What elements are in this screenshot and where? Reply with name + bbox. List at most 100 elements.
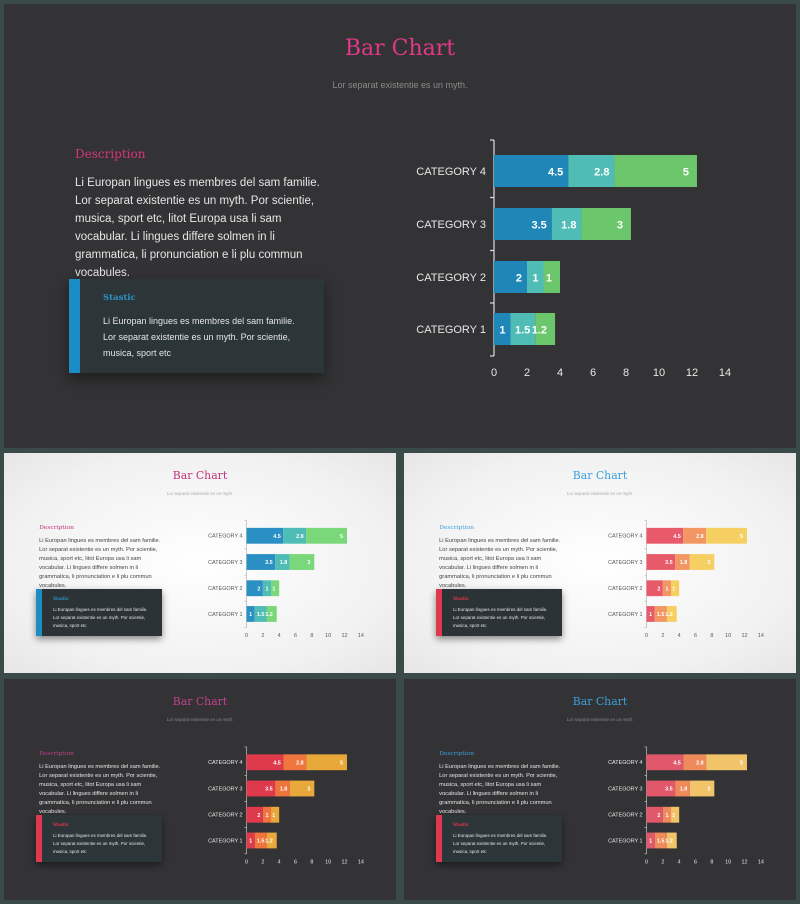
bar-segment — [543, 261, 560, 293]
statistic-accent-bar — [36, 589, 42, 636]
statistic-title: Stastic — [452, 596, 470, 602]
bar-segment — [654, 606, 667, 622]
slide-main: Bar Chart Lor separat existentie es un my… — [4, 4, 796, 448]
bar-value-label: 1.5 — [657, 839, 665, 845]
bar-segment — [535, 313, 556, 345]
x-tick-label: 12 — [686, 367, 698, 379]
bar-segment — [246, 580, 263, 597]
bar-value-label: 1.8 — [561, 220, 576, 232]
bar-value-label: 4.5 — [673, 534, 681, 540]
x-tick-label: 6 — [590, 367, 596, 379]
bar-segment — [662, 580, 672, 597]
bar-value-label: 5 — [740, 761, 743, 767]
bar-segment — [662, 806, 672, 823]
x-tick-label: 0 — [245, 633, 248, 639]
bar-segment — [671, 806, 680, 823]
statistic-box: Stastic Li Europan lingues es membres del… — [36, 589, 163, 636]
x-tick-label: 10 — [725, 860, 731, 866]
bar-segment — [289, 780, 315, 797]
bar-segment — [266, 606, 277, 622]
description-text: Li Europan lingues es membres del sam fa… — [39, 538, 161, 589]
bar-value-label: 1 — [672, 813, 675, 819]
bar-value-label: 3.5 — [665, 787, 673, 793]
x-tick-label: 2 — [261, 633, 264, 639]
x-tick-label: 8 — [710, 633, 713, 639]
category-label: CATEGORY 4 — [208, 534, 242, 540]
bar-value-label: 1.8 — [280, 560, 288, 566]
bar-segment — [275, 780, 290, 797]
category-label: CATEGORY 4 — [416, 166, 486, 178]
bar-value-label: 3.5 — [265, 787, 273, 793]
x-tick-label: 2 — [524, 367, 530, 379]
x-tick-label: 10 — [325, 633, 331, 639]
x-tick-label: 4 — [557, 367, 563, 379]
bar-segment — [494, 261, 527, 293]
bar-value-label: 3 — [307, 787, 310, 793]
x-tick-label: 14 — [758, 633, 764, 639]
x-tick-label: 0 — [491, 367, 497, 379]
bar-segment — [666, 606, 677, 622]
bar-segment — [289, 554, 315, 570]
bar-segment — [646, 554, 676, 570]
bar-value-label: 1.2 — [665, 612, 673, 618]
x-tick-label: 12 — [341, 633, 347, 639]
statistic-text: Li Europan lingues es membres del sam fa… — [452, 832, 548, 854]
x-tick-label: 2 — [261, 860, 264, 866]
bar-value-label: 4.5 — [673, 761, 681, 767]
bar-segment — [494, 313, 511, 345]
statistic-title: Stastic — [452, 822, 470, 828]
x-tick-label: 0 — [645, 860, 648, 866]
statistic-box: Stastic Li Europan lingues es membres del… — [436, 589, 563, 636]
statistic-accent-bar — [436, 815, 442, 862]
bar-value-label: 2.8 — [296, 761, 304, 767]
bar-value-label: 4.5 — [273, 761, 281, 767]
slide-title: Bar Chart — [344, 36, 456, 61]
description-text: Li Europan lingues es membres del sam fa… — [439, 538, 561, 589]
bar-segment — [262, 806, 272, 823]
bar-value-label: 3 — [617, 220, 623, 232]
bar-value-label: 1.5 — [257, 612, 265, 618]
slide-thumb-dark-red-2[interactable]: Bar Chart Lor separat existentie es un my… — [404, 679, 796, 900]
bar-segment — [254, 606, 267, 622]
statistic-accent-bar — [69, 279, 80, 373]
bar-segment — [706, 754, 747, 771]
bar-value-label: 2 — [257, 813, 260, 819]
description-title: Description — [439, 523, 474, 531]
x-tick-label: 4 — [278, 633, 281, 639]
bar-segment — [283, 754, 307, 771]
slide-thumb-light-red[interactable]: Bar Chart Lor separat existentie es un my… — [404, 453, 796, 673]
slide-subtitle: Lor separat existentie es un myth. — [332, 80, 468, 90]
x-tick-label: 12 — [741, 633, 747, 639]
bar-value-label: 1 — [532, 273, 538, 285]
bar-value-label: 2 — [657, 813, 660, 819]
bar-value-label: 1 — [649, 612, 652, 618]
bar-value-label: 1 — [546, 273, 552, 285]
bar-segment — [283, 527, 307, 544]
bar-segment — [275, 554, 290, 570]
bar-value-label: 1.2 — [265, 839, 273, 845]
bar-segment — [646, 754, 684, 771]
bar-segment — [246, 832, 255, 849]
bar-segment — [306, 754, 347, 771]
x-tick-label: 2 — [661, 633, 664, 639]
statistic-title: Stastic — [52, 822, 70, 828]
category-label: CATEGORY 3 — [608, 786, 642, 792]
slide-thumb-light-teal[interactable]: Bar Chart Lor separat existentie es un my… — [4, 453, 396, 673]
bar-segment — [646, 527, 684, 544]
bar-value-label: 5 — [740, 534, 743, 540]
statistic-box: Stastic Li Europan lingues es membres del… — [36, 815, 163, 862]
category-label: CATEGORY 1 — [608, 838, 642, 844]
bar-value-label: 2.8 — [696, 534, 704, 540]
bar-value-label: 1 — [266, 813, 269, 819]
bar-segment — [271, 580, 280, 597]
statistic-box: Stastic Li Europan lingues es membres del… — [69, 279, 324, 373]
bar-value-label: 1.5 — [657, 612, 665, 618]
x-tick-label: 8 — [623, 367, 629, 379]
slide-thumb-dark-red[interactable]: Bar Chart Lor separat existentie es un my… — [4, 679, 396, 900]
bar-segment — [646, 580, 663, 597]
category-label: CATEGORY 4 — [608, 760, 642, 766]
bar-value-label: 3 — [707, 787, 710, 793]
